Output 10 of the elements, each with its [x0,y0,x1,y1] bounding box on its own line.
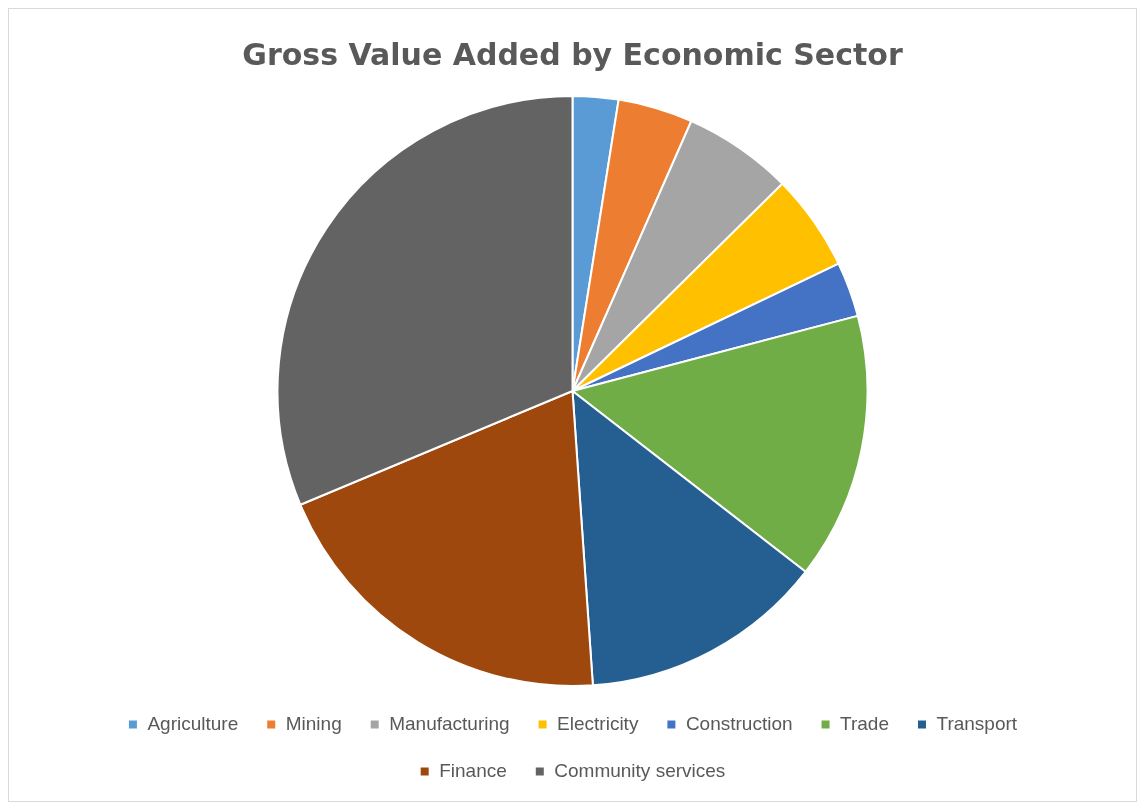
legend-label: Community services [554,759,726,781]
legend-label: Trade [840,712,889,734]
legend-label: Mining [285,712,342,734]
legend-label: Electricity [557,712,639,734]
legend-label: Finance [439,759,507,781]
legend-label: Transport [936,712,1018,734]
legend-label: Manufacturing [389,712,510,734]
legend-label: Agriculture [147,712,239,734]
chart-title: Gross Value Added by Economic Sector [242,36,903,72]
legend-label: Construction [685,712,793,734]
